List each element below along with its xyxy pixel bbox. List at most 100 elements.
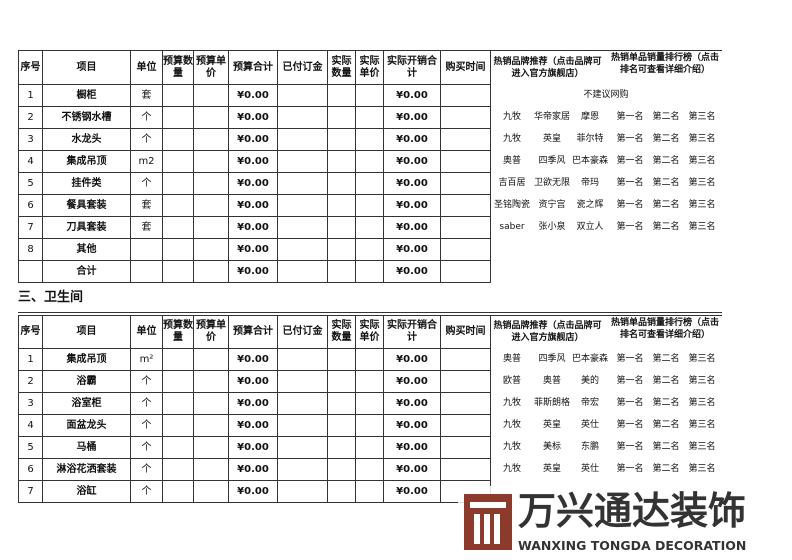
- empty-cell: [162, 458, 194, 481]
- brand: 奥普: [502, 156, 521, 166]
- brand: 英皇: [542, 420, 561, 430]
- empty-cell: [355, 128, 384, 151]
- empty-cell: [277, 194, 328, 217]
- empty-cell: [327, 436, 356, 459]
- rank: 第一名: [616, 420, 644, 430]
- cell-actual-total: ¥0.00: [383, 172, 441, 195]
- header-cell: 序号: [18, 315, 43, 349]
- brand: saber: [499, 222, 525, 232]
- empty-cell: [130, 260, 163, 283]
- empty-cell: [355, 172, 384, 195]
- rank: 第三名: [688, 222, 716, 232]
- cell-unit: 个: [130, 106, 163, 129]
- empty-cell: [327, 370, 356, 393]
- empty-cell: [355, 260, 384, 283]
- empty-cell: [277, 84, 328, 107]
- cell-budget-total: ¥0.00: [228, 392, 278, 415]
- empty-cell: [440, 414, 491, 437]
- rank: 第一名: [616, 112, 644, 122]
- rank: 第二名: [652, 222, 680, 232]
- empty-cell: [130, 238, 163, 261]
- header-cell: 项目: [42, 50, 131, 85]
- brand: 菲斯朗格: [533, 398, 570, 408]
- brand: 奥普: [502, 354, 521, 364]
- empty-cell: [440, 172, 491, 195]
- empty-cell: [440, 216, 491, 239]
- cell-no: 2: [18, 106, 43, 129]
- empty-cell: [355, 414, 384, 437]
- cell-no: 5: [18, 172, 43, 195]
- cell-budget-total: ¥0.00: [228, 238, 278, 261]
- brand: 吉百居: [498, 178, 526, 188]
- empty-cell: [327, 458, 356, 481]
- empty-cell: [440, 194, 491, 217]
- empty-cell: [440, 392, 491, 415]
- header-cell: 预算合计: [228, 315, 278, 349]
- empty-cell: [193, 480, 229, 503]
- header-cell: 实际数量: [327, 315, 356, 349]
- empty-cell: [277, 216, 328, 239]
- empty-cell: [355, 84, 384, 107]
- cell-item: 合计: [42, 260, 131, 283]
- brand: 帝玛: [580, 178, 599, 188]
- empty-cell: [162, 370, 194, 393]
- empty-cell: [327, 128, 356, 151]
- empty-cell: [355, 106, 384, 129]
- cell-unit: 个: [130, 370, 163, 393]
- empty-cell: [162, 172, 194, 195]
- rank: 第二名: [652, 156, 680, 166]
- empty-cell: [327, 194, 356, 217]
- section-underline: [18, 312, 722, 313]
- rank: 第二名: [652, 420, 680, 430]
- brand: 卫欲无限: [533, 178, 570, 188]
- empty-cell: [193, 84, 229, 107]
- cell-budget-total: ¥0.00: [228, 414, 278, 437]
- empty-cell: [440, 238, 491, 261]
- brand: 帝宏: [580, 398, 599, 408]
- empty-cell: [327, 392, 356, 415]
- cell-no: 6: [18, 458, 43, 481]
- brand: 美标: [542, 442, 561, 452]
- rank: 第三名: [688, 376, 716, 386]
- cell-item: 橱柜: [42, 84, 131, 107]
- cell-no: 5: [18, 436, 43, 459]
- cell-actual-total: ¥0.00: [383, 260, 441, 283]
- rank: 第一名: [616, 398, 644, 408]
- rank: 第一名: [616, 376, 644, 386]
- header-cell: 已付订金: [277, 315, 328, 349]
- cell-item: 淋浴花洒套装: [42, 458, 131, 481]
- cell-budget-total: ¥0.00: [228, 84, 278, 107]
- empty-cell: [162, 414, 194, 437]
- empty-cell: [162, 128, 194, 151]
- brand: 九牧: [502, 420, 521, 430]
- cell-unit: 个: [130, 436, 163, 459]
- empty-cell: [440, 84, 491, 107]
- empty-cell: [162, 260, 194, 283]
- rank: 第一名: [616, 178, 644, 188]
- empty-cell: [355, 480, 384, 503]
- empty-cell: [277, 238, 328, 261]
- brand: 四季风: [538, 156, 566, 166]
- cell-actual-total: ¥0.00: [383, 128, 441, 151]
- empty-cell: [327, 414, 356, 437]
- cell-item: 不锈钢水槽: [42, 106, 131, 129]
- empty-cell: [162, 348, 194, 371]
- header-cell: 预算数量: [162, 50, 194, 85]
- rank: 第三名: [688, 442, 716, 452]
- brand: 瓷之辉: [576, 200, 604, 210]
- note: 不建议网购: [583, 90, 629, 100]
- brand: 张小泉: [538, 222, 566, 232]
- cell-item: 面盆龙头: [42, 414, 131, 437]
- empty-cell: [193, 414, 229, 437]
- empty-cell: [277, 458, 328, 481]
- cell-item: 餐具套装: [42, 194, 131, 217]
- brand: 美的: [580, 376, 599, 386]
- empty-cell: [162, 150, 194, 173]
- empty-cell: [277, 480, 328, 503]
- cell-actual-total: ¥0.00: [383, 458, 441, 481]
- cell-unit: 个: [130, 128, 163, 151]
- empty-cell: [277, 260, 328, 283]
- empty-cell: [193, 194, 229, 217]
- empty-cell: [277, 348, 328, 371]
